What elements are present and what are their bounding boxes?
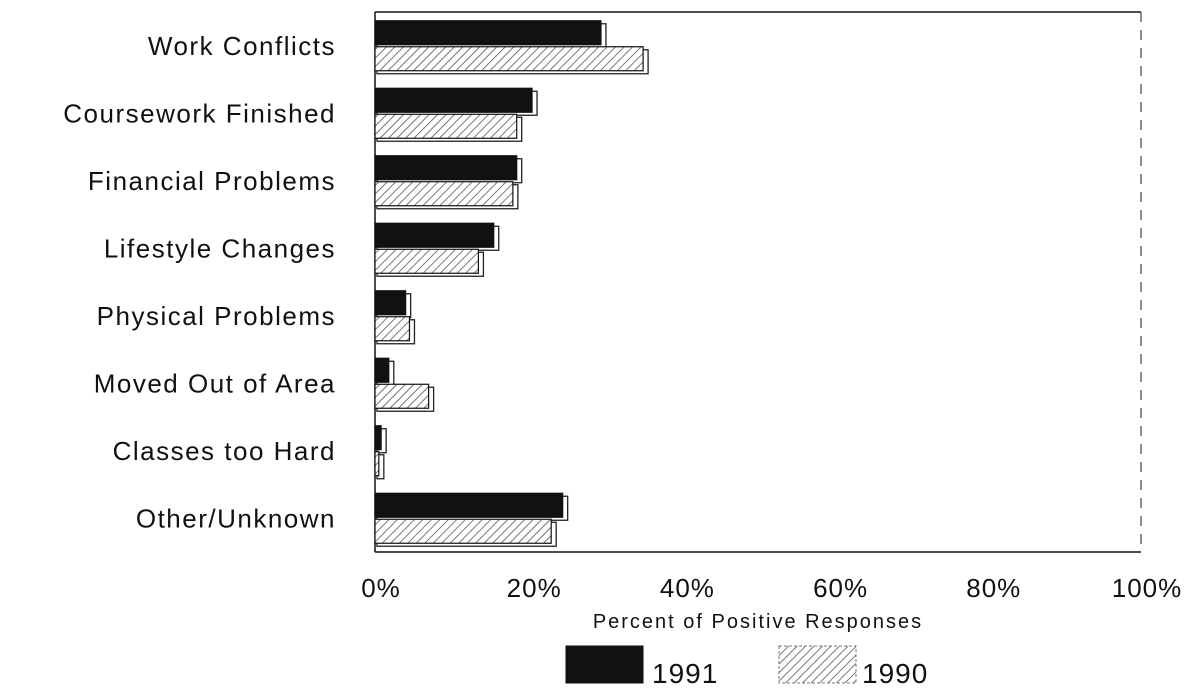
- x-tick-label: 60%: [813, 573, 868, 603]
- category-label: Work Conflicts: [148, 31, 336, 61]
- category-labels: Work Conflicts Coursework Finished Financi…: [63, 31, 336, 534]
- x-tick-labels: 0% 20% 40% 60% 80% 100%: [361, 573, 1183, 603]
- bar-1991-lifestyle-changes: [374, 222, 495, 248]
- bar-1991-coursework-finished: [374, 87, 533, 113]
- category-label: Moved Out of Area: [94, 368, 336, 398]
- bar-1991-work-conflicts: [374, 20, 602, 46]
- x-tick-label: 0%: [361, 573, 401, 603]
- bar-1990-physical-problems: [374, 316, 411, 342]
- bar-1990-financial-problems: [374, 181, 514, 207]
- legend: 1991 1990: [565, 645, 928, 689]
- bar-1990-other-unknown: [374, 518, 552, 544]
- bar-1990-moved-out-of-area: [374, 383, 430, 409]
- x-tick-label: 80%: [966, 573, 1021, 603]
- x-tick-label: 20%: [507, 573, 562, 603]
- bar-1991-financial-problems: [374, 155, 518, 181]
- category-label: Lifestyle Changes: [104, 233, 336, 263]
- x-axis-title: Percent of Positive Responses: [593, 611, 923, 633]
- category-label: Other/Unknown: [136, 503, 336, 533]
- legend-label-1991: 1991: [652, 658, 718, 689]
- legend-swatch-1990: [778, 645, 857, 684]
- bar-1991-physical-problems: [374, 290, 407, 316]
- x-tick-label: 40%: [660, 573, 715, 603]
- category-label: Financial Problems: [88, 166, 336, 196]
- bar-1990-lifestyle-changes: [374, 248, 480, 274]
- bar-1991-classes-too-hard: [374, 425, 382, 451]
- bar-1991-moved-out-of-area: [374, 357, 390, 383]
- bar-1990-work-conflicts: [374, 46, 644, 72]
- category-label: Physical Problems: [97, 301, 336, 331]
- legend-swatch-1991: [565, 645, 644, 684]
- bar-1991-other-unknown: [374, 492, 564, 518]
- category-label: Coursework Finished: [63, 98, 336, 128]
- x-tick-label: 100%: [1112, 573, 1183, 603]
- bars-group: [374, 20, 649, 547]
- category-label: Classes too Hard: [113, 436, 336, 466]
- legend-label-1990: 1990: [862, 658, 928, 689]
- bar-1990-coursework-finished: [374, 113, 518, 139]
- bar-1990-classes-too-hard: [374, 451, 380, 477]
